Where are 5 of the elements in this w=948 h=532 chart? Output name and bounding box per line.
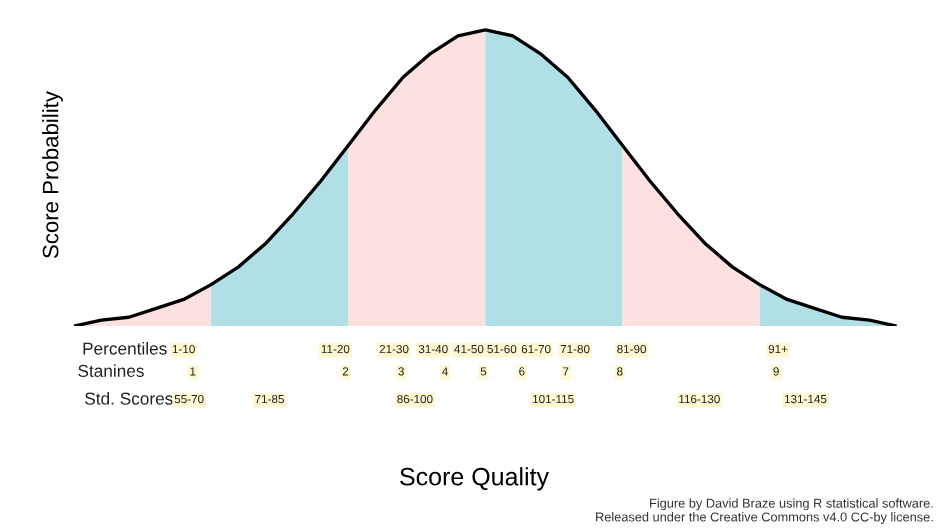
text: Score Quality	[400, 467, 549, 491]
y-axis-title: Score Probability	[42, 91, 63, 258]
text: Percentiles	[83, 342, 167, 355]
text: Stanines	[78, 364, 144, 378]
text: Std. Scores	[85, 392, 173, 405]
